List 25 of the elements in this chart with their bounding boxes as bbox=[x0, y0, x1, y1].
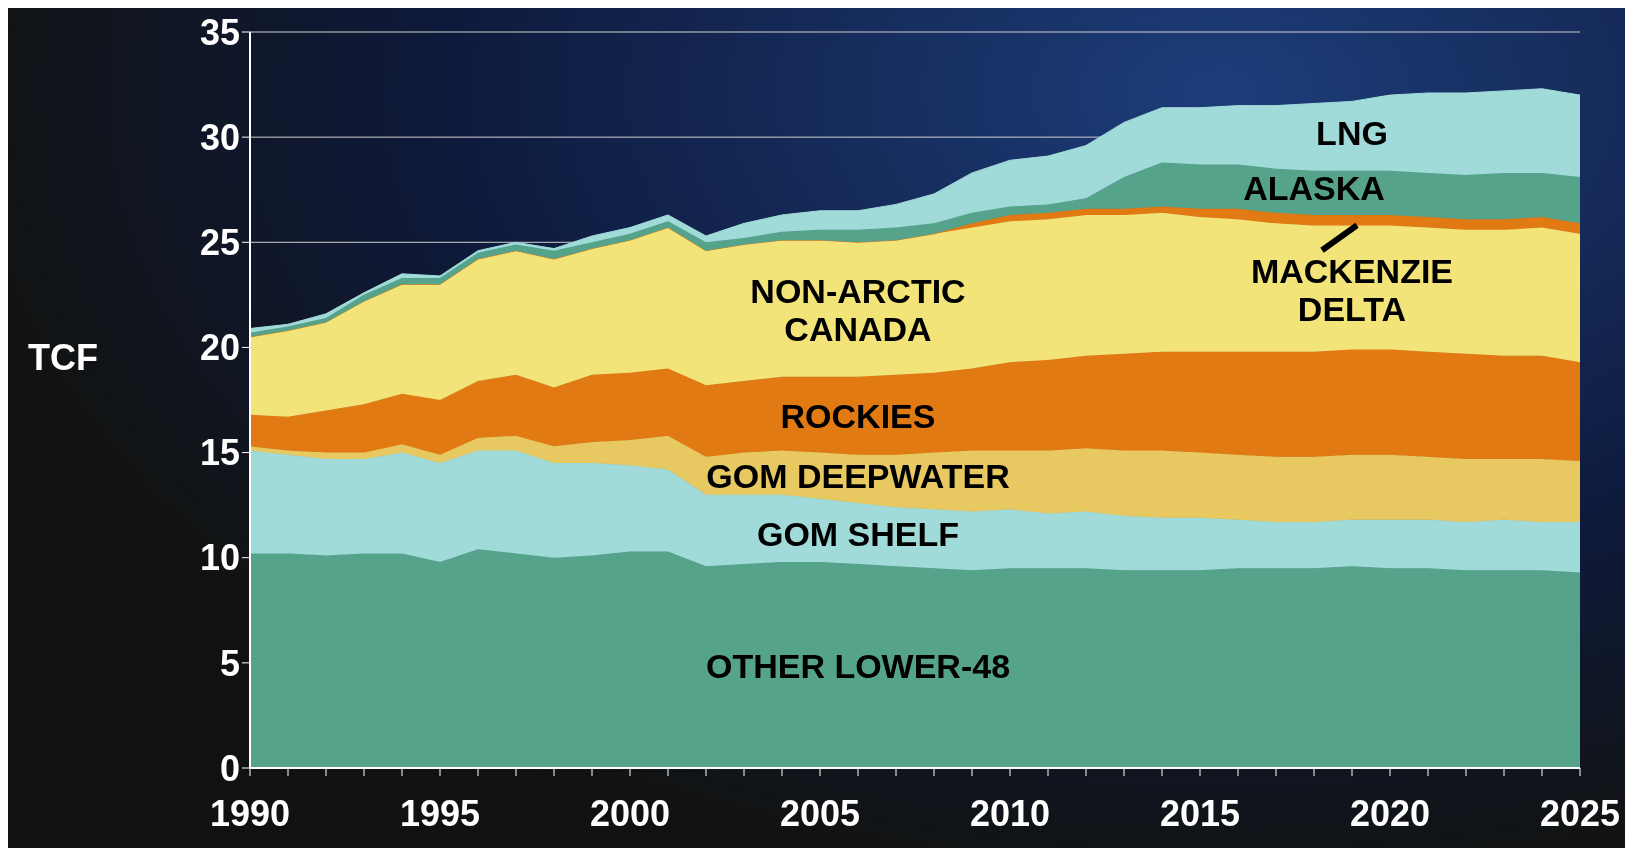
y-axis-title: TCF bbox=[28, 336, 98, 378]
y-tick-label: 30 bbox=[199, 116, 240, 158]
y-tick-label: 25 bbox=[199, 222, 240, 264]
series-label: GOM SHELF bbox=[756, 514, 960, 553]
series-label: ALASKA bbox=[1243, 169, 1385, 208]
y-tick-label: 20 bbox=[199, 327, 240, 369]
y-tick-label: 35 bbox=[199, 11, 240, 53]
series-label: MACKENZIE DELTA bbox=[1250, 252, 1454, 329]
y-tick-label: 0 bbox=[219, 747, 240, 789]
x-tick-label: 2020 bbox=[1349, 792, 1431, 834]
x-tick-label: 2005 bbox=[779, 792, 861, 834]
y-tick-label: 10 bbox=[199, 537, 240, 579]
series-label: GOM DEEPWATER bbox=[706, 457, 1010, 496]
series-label: OTHER LOWER-48 bbox=[705, 647, 1011, 686]
x-tick-label: 2015 bbox=[1159, 792, 1241, 834]
series-label: NON-ARCTIC CANADA bbox=[750, 271, 966, 348]
y-tick-label: 15 bbox=[199, 432, 240, 474]
x-tick-label: 1990 bbox=[209, 792, 291, 834]
x-tick-label: 1995 bbox=[399, 792, 481, 834]
x-tick-label: 2000 bbox=[589, 792, 671, 834]
series-label: LNG bbox=[1316, 113, 1388, 152]
x-tick-label: 2010 bbox=[969, 792, 1051, 834]
series-label: ROCKIES bbox=[780, 396, 936, 435]
x-tick-label: 2025 bbox=[1539, 792, 1621, 834]
y-tick-label: 5 bbox=[219, 642, 240, 684]
